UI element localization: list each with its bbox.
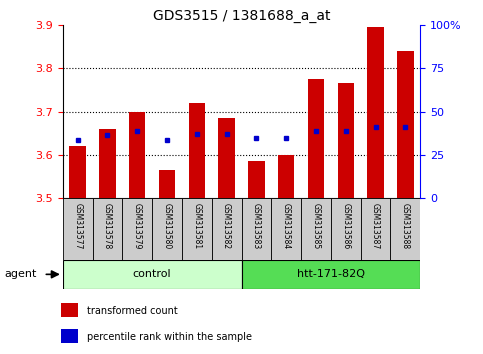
Text: GSM313585: GSM313585 xyxy=(312,203,320,249)
Bar xyxy=(189,103,205,198)
Bar xyxy=(308,79,324,198)
Text: GSM313580: GSM313580 xyxy=(163,203,171,249)
Text: GSM313584: GSM313584 xyxy=(282,203,291,249)
FancyBboxPatch shape xyxy=(242,260,420,289)
FancyBboxPatch shape xyxy=(152,198,182,260)
Bar xyxy=(368,27,384,198)
FancyBboxPatch shape xyxy=(93,198,122,260)
Text: GSM313582: GSM313582 xyxy=(222,203,231,249)
Text: GSM313577: GSM313577 xyxy=(73,203,82,249)
Text: control: control xyxy=(133,269,171,279)
FancyBboxPatch shape xyxy=(63,260,242,289)
Bar xyxy=(99,129,115,198)
Text: GSM313583: GSM313583 xyxy=(252,203,261,249)
Bar xyxy=(278,155,294,198)
FancyBboxPatch shape xyxy=(301,198,331,260)
Text: GSM313578: GSM313578 xyxy=(103,203,112,249)
Text: GSM313588: GSM313588 xyxy=(401,203,410,249)
FancyBboxPatch shape xyxy=(331,198,361,260)
FancyBboxPatch shape xyxy=(271,198,301,260)
Text: transformed count: transformed count xyxy=(87,306,178,316)
Text: htt-171-82Q: htt-171-82Q xyxy=(297,269,365,279)
Text: GDS3515 / 1381688_a_at: GDS3515 / 1381688_a_at xyxy=(153,9,330,23)
Bar xyxy=(129,112,145,198)
Bar xyxy=(159,170,175,198)
Text: GSM313581: GSM313581 xyxy=(192,203,201,249)
Bar xyxy=(218,118,235,198)
FancyBboxPatch shape xyxy=(182,198,212,260)
FancyBboxPatch shape xyxy=(212,198,242,260)
Bar xyxy=(338,83,354,198)
FancyBboxPatch shape xyxy=(242,198,271,260)
FancyBboxPatch shape xyxy=(63,198,93,260)
Text: agent: agent xyxy=(5,269,37,279)
FancyBboxPatch shape xyxy=(390,198,420,260)
Bar xyxy=(70,146,86,198)
Text: percentile rank within the sample: percentile rank within the sample xyxy=(87,332,252,342)
Bar xyxy=(248,161,265,198)
Text: GSM313579: GSM313579 xyxy=(133,203,142,249)
Text: GSM313586: GSM313586 xyxy=(341,203,350,249)
Bar xyxy=(61,303,78,317)
Bar xyxy=(397,51,413,198)
Bar xyxy=(61,329,78,343)
FancyBboxPatch shape xyxy=(122,198,152,260)
Text: GSM313587: GSM313587 xyxy=(371,203,380,249)
FancyBboxPatch shape xyxy=(361,198,390,260)
